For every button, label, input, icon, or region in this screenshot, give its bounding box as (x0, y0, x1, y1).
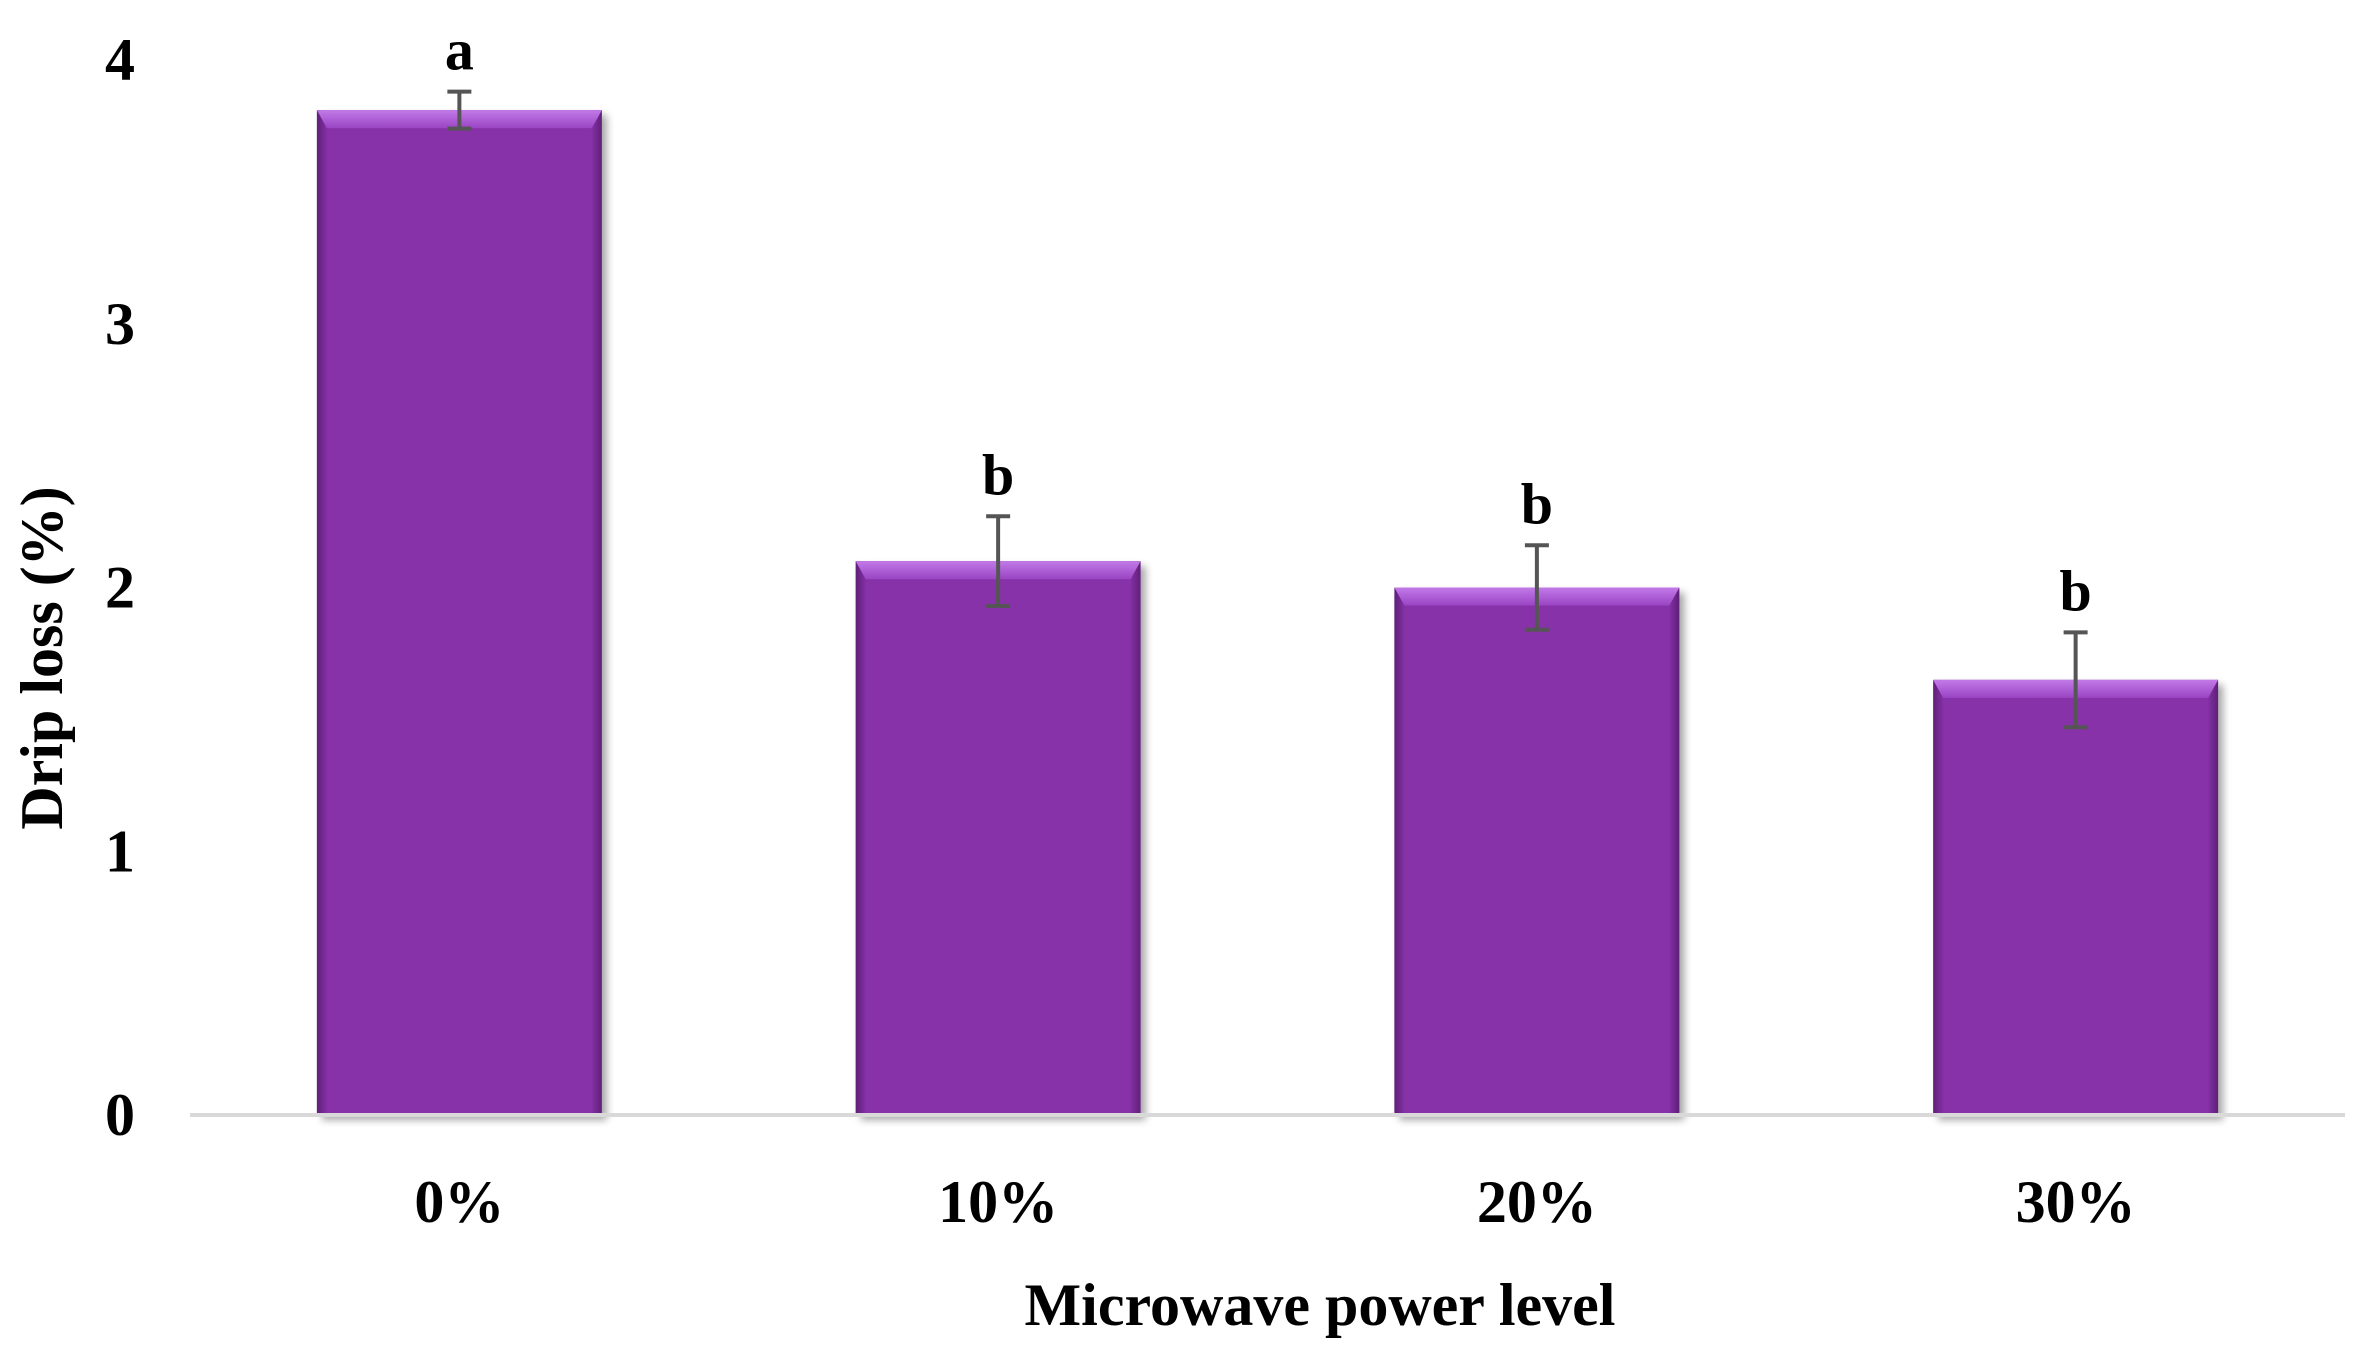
error-bars-layer (447, 89, 2088, 730)
bar-group (855, 561, 1141, 1115)
x-axis-title: Microwave power level (1025, 1272, 1616, 1338)
x-tick-labels: 0% 10% 20% 30% (414, 1169, 2135, 1235)
significance-letter: b (1521, 471, 1553, 536)
error-bar (2063, 630, 2088, 730)
significance-letter: b (2059, 558, 2091, 623)
y-axis-title: Drip loss (%) (9, 486, 75, 829)
y-tick-labels: 0 1 2 3 4 (105, 27, 135, 1148)
bar-group (316, 110, 602, 1116)
y-tick-label: 2 (105, 555, 135, 621)
bar (316, 110, 602, 1116)
error-bar (1524, 543, 1549, 632)
error-bar (447, 89, 472, 131)
y-tick-label: 4 (105, 27, 135, 93)
x-tick-label: 30% (2016, 1169, 2136, 1235)
significance-letters-layer: a b b b (445, 18, 2092, 624)
error-bar (986, 514, 1011, 608)
x-tick-label: 10% (938, 1169, 1058, 1235)
significance-letter: b (982, 442, 1014, 507)
y-tick-label: 3 (105, 291, 135, 357)
bar-group (1933, 679, 2219, 1115)
x-tick-label: 20% (1477, 1169, 1597, 1235)
bars-layer (316, 110, 2219, 1116)
bar (855, 561, 1141, 1115)
bar-group (1394, 587, 1680, 1115)
bar (1933, 679, 2219, 1115)
bar (1394, 587, 1680, 1115)
x-tick-label: 0% (414, 1169, 504, 1235)
significance-letter: a (445, 18, 474, 83)
y-tick-label: 0 (105, 1082, 135, 1148)
y-tick-label: 1 (105, 818, 135, 884)
